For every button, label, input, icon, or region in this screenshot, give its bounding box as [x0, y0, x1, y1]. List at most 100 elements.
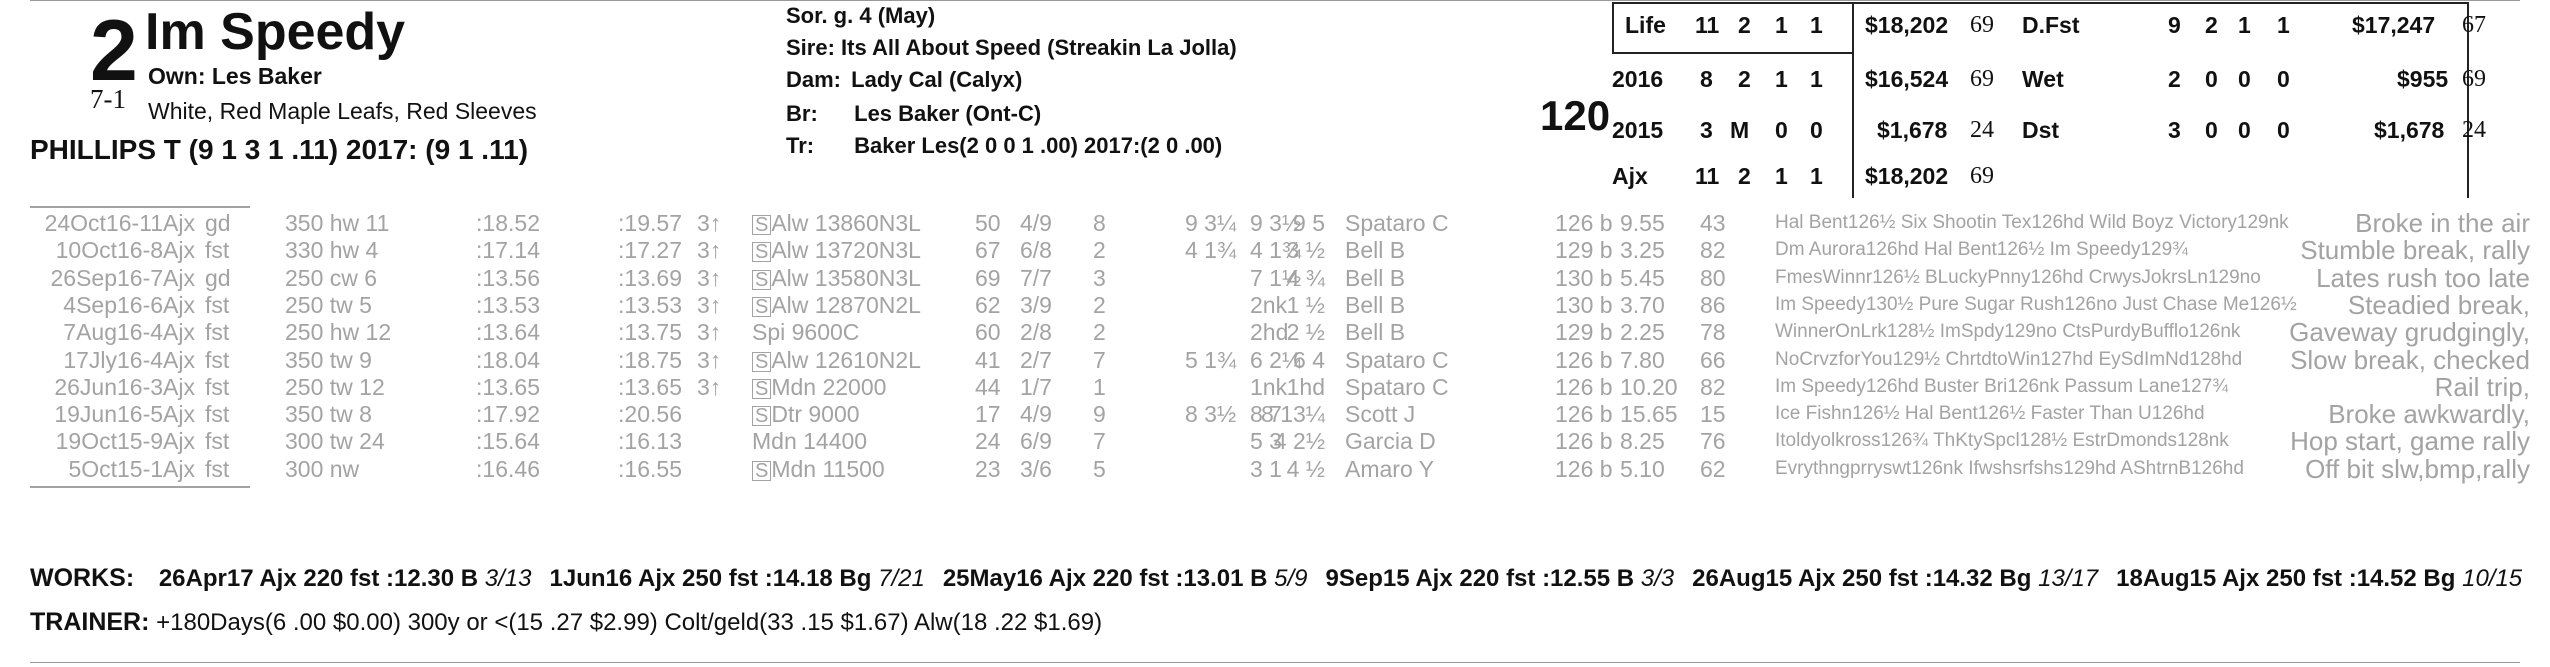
breeder-label: Br: [786, 101, 818, 126]
work-item: 26Apr17 Ajx 220 fst :12.30 B 3/13 [158, 565, 532, 592]
pp-fraction-1: :15.64 [476, 428, 540, 455]
pp-distance: 350 hw 11 [285, 210, 390, 236]
pp-fraction-2: :19.57 [618, 210, 682, 236]
pp-call-2: 3 1 [1250, 455, 1282, 482]
pp-trip-note: Rail trip, [2434, 371, 2530, 402]
pp-fraction-2: :13.69 [618, 264, 682, 291]
pp-post-position: 4/9 [1020, 210, 1052, 236]
pp-race-type: S Alw 13720N3L [752, 237, 921, 264]
program-number: 2 [90, 3, 138, 99]
work-item: 25May16 Ajx 220 fst :13.01 B 5/9 [942, 565, 1308, 592]
pp-finish: 1 ½ [1286, 291, 1325, 318]
pp-age-restriction: 3↑ [697, 346, 722, 373]
trainer-stats-label: TRAINER: [30, 608, 150, 636]
pp-fraction-1: :17.14 [476, 237, 540, 264]
trainer-stats-line: TRAINER: +180Days(6 .00 $0.00) 300y or <… [30, 608, 1102, 637]
pp-odds: 15.65 [1620, 401, 1678, 428]
stats-box-bottom [1612, 52, 1852, 54]
pp-fraction-2: :20.56 [618, 401, 682, 428]
pp-post-position: 2/7 [1020, 346, 1052, 373]
stats-divider [1852, 2, 1854, 198]
pp-fraction-2: :16.55 [618, 455, 682, 482]
pp-index: 82 [1700, 237, 1726, 264]
jockey-line: PHILLIPS T (9 1 3 1 .11) 2017: (9 1 .11) [30, 134, 529, 165]
pp-comment: Evrythngprryswt126nk Ifwshsrfshs129hd AS… [1775, 457, 2244, 479]
pp-call-2: 7 1½ [1250, 264, 1302, 291]
pp-age-restriction: 3↑ [697, 291, 722, 318]
pp-distance: 350 tw 9 [285, 346, 372, 373]
pp-start: 1 [1093, 373, 1106, 400]
pp-start: 7 [1093, 428, 1106, 455]
top-rule [30, 0, 2520, 1]
pp-trip-note: Stumble break, rally [2300, 235, 2530, 266]
pp-finish: 4 2½ [1273, 428, 1325, 455]
pp-speed-figure: 67 [975, 237, 1001, 264]
pp-race-type: Spi 9600C [752, 319, 860, 346]
pp-trip-note: Steadied break, [2347, 289, 2530, 320]
state-bred-icon: S [752, 296, 772, 317]
pp-odds: 5.45 [1620, 264, 1665, 291]
pp-odds: 9.55 [1620, 210, 1665, 236]
pp-fraction-2: :18.75 [618, 346, 682, 373]
pp-fraction-1: :16.46 [476, 455, 540, 482]
pp-odds: 8.25 [1620, 428, 1665, 455]
pp-call-1: 8 3½ [1185, 401, 1237, 428]
pp-age-restriction: 3↑ [697, 319, 722, 346]
breeder-line: Br: Les Baker (Ont-C) [786, 101, 1041, 127]
pp-date: 26Jun16-3Ajx [54, 373, 195, 400]
pp-fraction-2: :16.13 [618, 428, 682, 455]
pp-distance: 350 tw 8 [285, 401, 372, 428]
pp-weight: 129 b [1555, 237, 1613, 264]
pp-fraction-2: :17.27 [618, 237, 682, 264]
pp-fraction-2: :13.75 [618, 319, 682, 346]
pp-jockey: Amaro Y [1345, 455, 1435, 482]
stats-box-left [1612, 2, 1614, 54]
pp-weight: 126 b [1555, 455, 1613, 482]
pp-trip-note: Off bit slw,bmp,rally [2305, 453, 2530, 484]
work-item: 26Aug15 Ajx 250 fst :14.32 Bg 13/17 [1692, 565, 2099, 592]
weight: 120 [1540, 92, 1611, 139]
work-item: 1Jun16 Ajx 250 fst :14.18 Bg 7/21 [549, 565, 925, 592]
pp-comment: Hal Bent126½ Six Shootin Tex126hd Wild B… [1775, 212, 2289, 233]
state-bred-icon: S [752, 378, 772, 399]
bottom-rule [30, 662, 2520, 663]
owner: Own: Les Baker [148, 63, 322, 89]
stats-box-right [2467, 2, 2469, 198]
stats-box-top [1612, 2, 2467, 4]
pp-start: 8 [1093, 210, 1106, 236]
pp-call-2: 9 3½ [1250, 210, 1302, 236]
table-row: 26Sep16-7Ajx gd 250 cw 6:13.56:13.69 3↑ S Alw… [0, 263, 2550, 293]
pp-odds: 2.25 [1620, 319, 1665, 346]
pp-trip-note: Broke in the air [2355, 208, 2530, 238]
pp-comment: FmesWinnr126½ BLuckyPnny126hd CrwysJokrs… [1775, 266, 2261, 288]
table-row: 19Jun16-5Ajx fst 350 tw 8:17.92:20.56 S Dtr … [0, 399, 2550, 429]
pp-weight: 126 b [1555, 428, 1613, 455]
pp-index: 15 [1700, 401, 1726, 428]
pp-fraction-1: :13.56 [476, 264, 540, 291]
breeder: Les Baker (Ont-C) [854, 101, 1042, 126]
pp-age-restriction: 3↑ [697, 373, 722, 400]
pp-date: 4Sep16-6Ajx [63, 291, 195, 318]
pp-speed-figure: 69 [975, 264, 1001, 291]
pp-date: 7Aug16-4Ajx [63, 319, 195, 346]
pp-call-2: 2hd [1250, 319, 1289, 346]
pp-track-condition: fst [205, 237, 230, 264]
pp-fraction-2: :13.53 [618, 291, 682, 318]
pp-date: 26Sep16-7Ajx [50, 264, 196, 291]
dam-label: Dam: [786, 67, 842, 92]
pp-fraction-2: :13.65 [618, 373, 682, 400]
state-bred-icon: S [752, 215, 772, 235]
pp-speed-figure: 17 [975, 401, 1001, 428]
pp-distance: 300 tw 24 [285, 428, 385, 455]
works-label: WORKS: [30, 564, 135, 592]
work-item: 18Aug15 Ajx 250 fst :14.52 Bg 10/15 [2116, 565, 2523, 592]
pp-post-position: 6/8 [1020, 237, 1052, 264]
pp-call-2: 1nk [1250, 373, 1288, 400]
pp-speed-figure: 60 [975, 319, 1001, 346]
pp-finish: 2 ½ [1286, 319, 1325, 346]
pp-track-condition: fst [205, 401, 230, 428]
table-row: 24Oct16-11Ajx gd 350 hw 11:18.52:19.57 3↑ S A… [0, 208, 2550, 238]
pp-start: 3 [1093, 264, 1106, 291]
pp-call-1: 5 1¾ [1185, 346, 1237, 373]
pp-comment: Ice Fishn126½ Hal Bent126½ Faster Than U… [1775, 403, 2205, 425]
